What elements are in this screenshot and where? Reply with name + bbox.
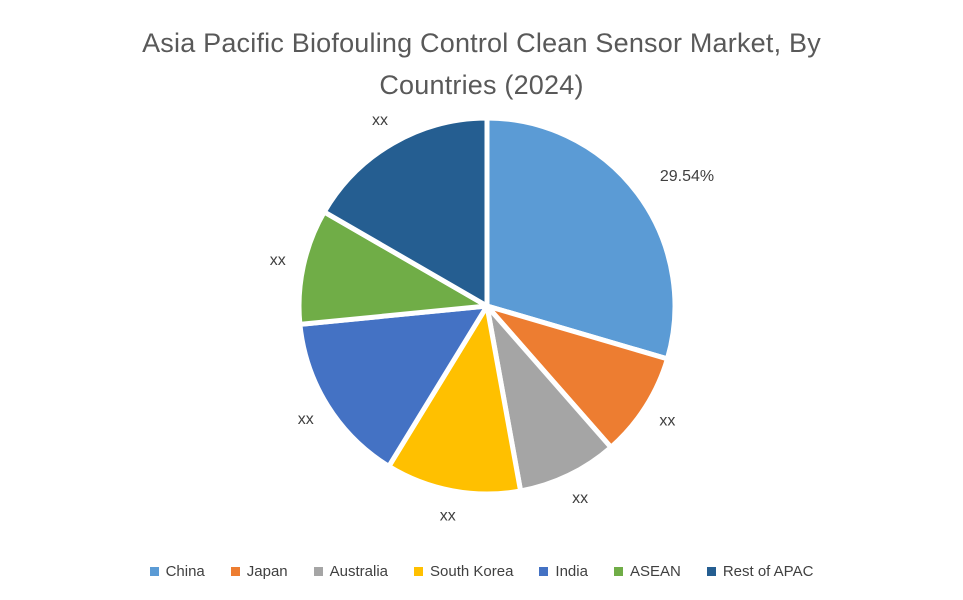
data-label-asean: xx [270, 252, 286, 269]
legend-swatch-australia [313, 567, 323, 576]
legend-swatch-india [539, 567, 549, 576]
data-label-australia: xx [572, 490, 588, 507]
chart-legend: China Japan Australia South Korea India ASEAN… [0, 563, 963, 580]
pie-slice-asean [296, 209, 490, 327]
legend-item-rest-of-apac: Rest of APAC [706, 563, 814, 580]
legend-label-india: India [555, 563, 588, 580]
legend-item-china: China [149, 563, 205, 580]
legend-swatch-asean [613, 567, 623, 576]
legend-swatch-japan [230, 567, 240, 576]
legend-item-india: India [539, 563, 588, 580]
data-label-rest-of-apac: xx [372, 112, 388, 129]
pie-slice-china [484, 115, 678, 362]
chart-title: Asia Pacific Biofouling Control Clean Se… [0, 22, 963, 106]
legend-item-japan: Japan [230, 563, 288, 580]
legend-item-asean: ASEAN [613, 563, 681, 580]
data-label-japan: xx [659, 412, 675, 429]
legend-label-japan: Japan [246, 563, 288, 580]
pie-slice-rest-of-apac [321, 115, 490, 309]
legend-label-rest-of-apac: Rest of APAC [722, 563, 814, 580]
legend-item-south-korea: South Korea [414, 563, 513, 580]
pie-slice-japan [484, 303, 670, 450]
legend-label-china: China [165, 563, 205, 580]
pie-slice-india [297, 303, 490, 469]
pie-chart: 29.54% xx xx xx xx xx xx [270, 112, 714, 525]
data-label-china: 29.54% [660, 168, 714, 185]
data-label-south-korea: xx [440, 508, 456, 525]
data-label-india: xx [298, 411, 314, 428]
legend-swatch-rest-of-apac [706, 567, 716, 576]
legend-label-asean: ASEAN [629, 563, 681, 580]
legend-item-australia: Australia [313, 563, 389, 580]
legend-label-australia: Australia [329, 563, 389, 580]
pie-slice-south-korea [386, 303, 524, 497]
legend-swatch-south-korea [414, 567, 424, 576]
chart-title-line1: Asia Pacific Biofouling Control Clean Se… [142, 28, 821, 58]
legend-label-south-korea: South Korea [430, 563, 514, 580]
chart-title-line2: Countries (2024) [379, 70, 584, 100]
legend-swatch-china [149, 567, 159, 576]
